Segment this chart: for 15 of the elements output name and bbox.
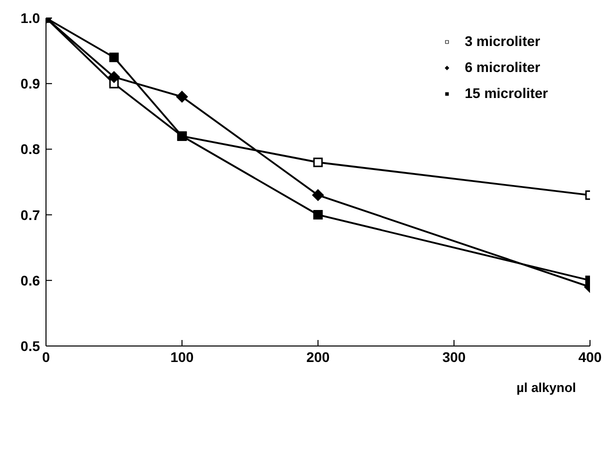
x-tick-label: 400 xyxy=(578,348,602,365)
legend-label: 3 microliter xyxy=(464,33,540,49)
x-axis-title: µl alkynol xyxy=(516,380,576,395)
x-tick-label: 200 xyxy=(306,348,330,365)
y-tick-label: 0.9 xyxy=(20,76,40,92)
y-tick-label: 0.6 xyxy=(20,272,40,288)
y-tick-label: 0.8 xyxy=(20,141,40,158)
y-tick-label: 0.5 xyxy=(20,338,40,354)
x-tick-label: 100 xyxy=(170,348,194,365)
x-tick-label: 300 xyxy=(442,348,466,365)
y-tick-label: 0.7 xyxy=(20,206,40,223)
y-tick-label: 1.0 xyxy=(20,10,40,26)
x-tick-label: 0 xyxy=(42,348,50,365)
legend-label: 6 microliter xyxy=(464,59,540,75)
legend-label: 15 microliter xyxy=(464,85,548,101)
